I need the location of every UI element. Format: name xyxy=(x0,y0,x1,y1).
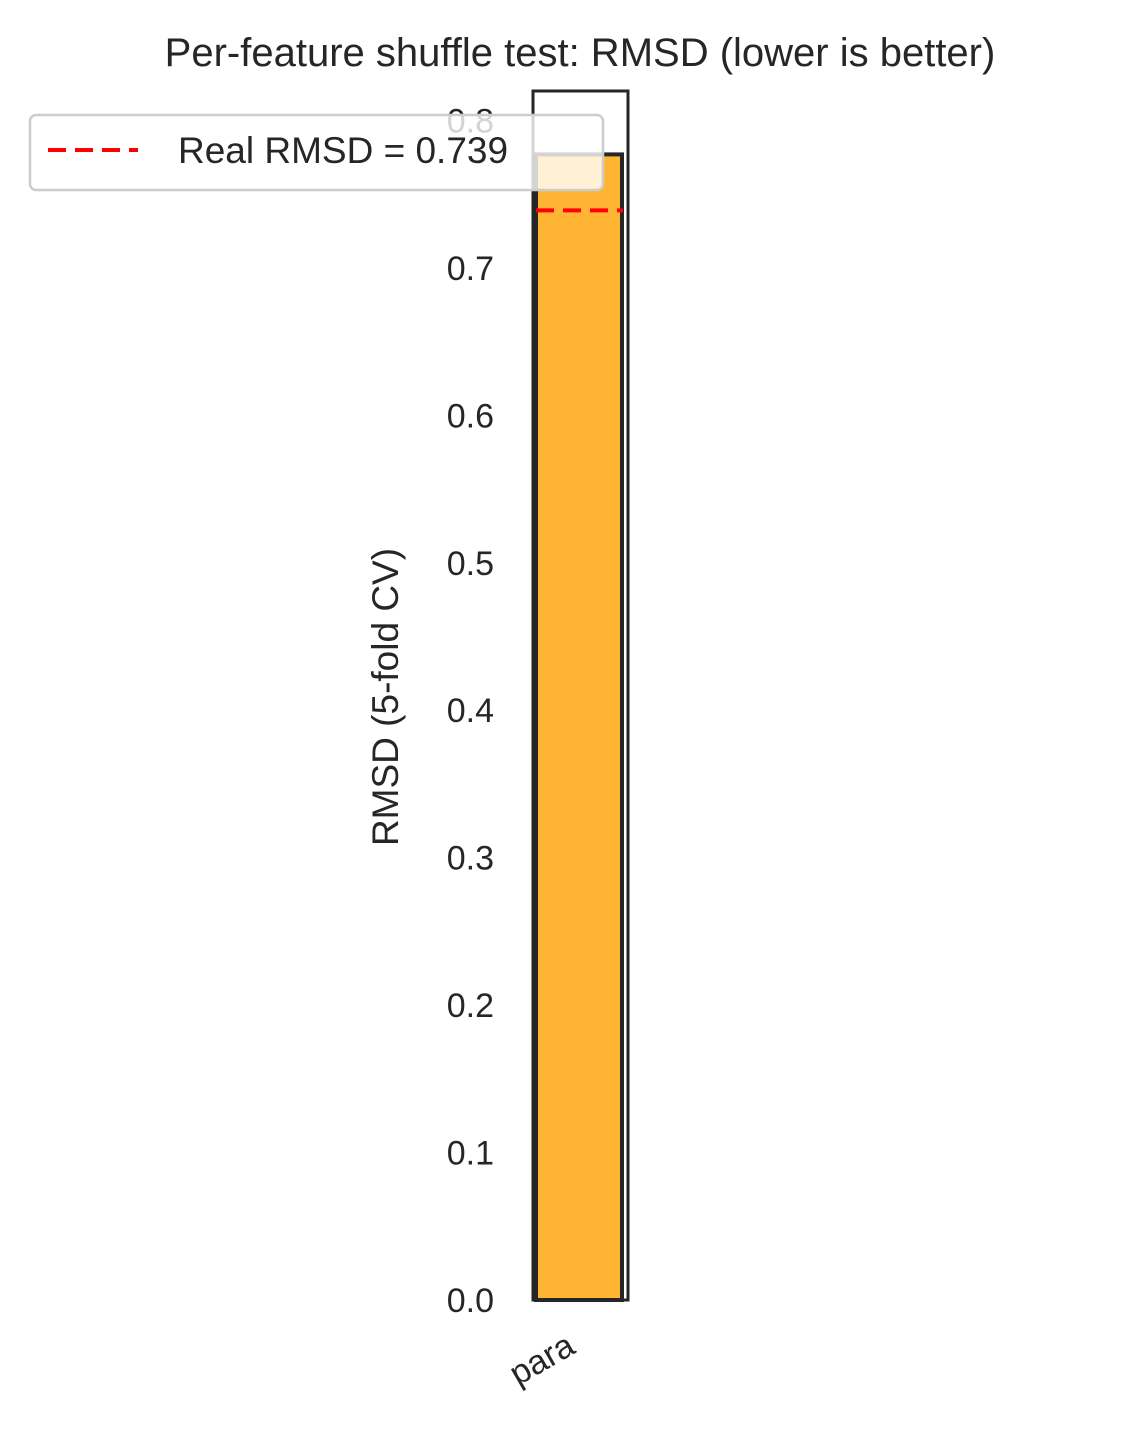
y-tick-label: 0.4 xyxy=(447,692,494,730)
y-axis-label: RMSD (5-fold CV) xyxy=(365,548,406,846)
legend-label: Real RMSD = 0.739 xyxy=(178,130,508,171)
y-tick-label: 0.5 xyxy=(447,545,494,583)
y-tick-label: 0.6 xyxy=(447,397,494,435)
bar xyxy=(534,152,624,1302)
y-tick-label: 0.0 xyxy=(447,1282,494,1320)
chart-title: Per-feature shuffle test: RMSD (lower is… xyxy=(165,31,996,75)
y-tick-label: 0.2 xyxy=(447,987,494,1025)
y-tick-label: 0.1 xyxy=(447,1135,494,1173)
bars xyxy=(534,152,624,1302)
legend: Real RMSD = 0.739 xyxy=(28,113,605,192)
y-ticks: 0.00.10.20.30.40.50.60.70.8 xyxy=(447,102,494,1320)
legend-box xyxy=(28,113,605,192)
axes-frame xyxy=(531,89,630,1302)
x-ticks: para xyxy=(503,1326,581,1393)
x-tick-label: para xyxy=(503,1326,581,1393)
y-tick-label: 0.7 xyxy=(447,250,494,288)
y-tick-label: 0.3 xyxy=(447,840,494,878)
